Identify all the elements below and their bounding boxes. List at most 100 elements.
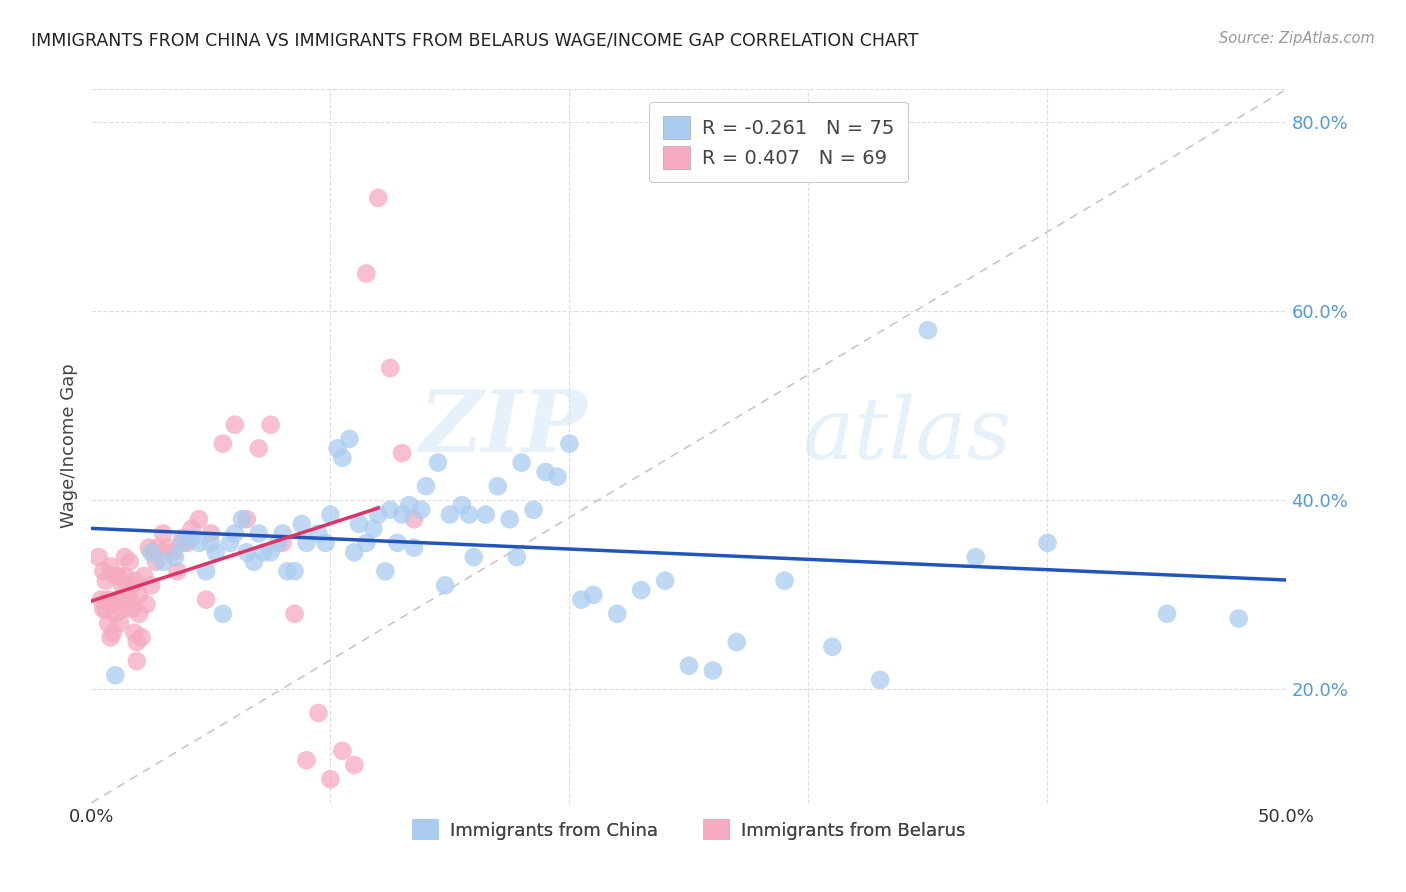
- Point: [869, 673, 891, 687]
- Point: [204, 545, 226, 559]
- Point: [172, 531, 194, 545]
- Point: [821, 640, 844, 654]
- Point: [271, 536, 294, 550]
- Point: [267, 536, 290, 550]
- Point: [259, 545, 281, 559]
- Point: [121, 578, 143, 592]
- Point: [630, 583, 652, 598]
- Point: [463, 550, 485, 565]
- Point: [128, 607, 150, 621]
- Point: [100, 559, 122, 574]
- Point: [107, 592, 129, 607]
- Point: [271, 526, 294, 541]
- Point: [163, 550, 186, 565]
- Point: [917, 323, 939, 337]
- Point: [307, 526, 329, 541]
- Point: [187, 536, 211, 550]
- Point: [108, 616, 131, 631]
- Point: [131, 631, 153, 645]
- Point: [773, 574, 796, 588]
- Point: [97, 592, 120, 607]
- Point: [654, 574, 676, 588]
- Point: [343, 758, 366, 772]
- Text: atlas: atlas: [803, 394, 1011, 476]
- Point: [104, 569, 127, 583]
- Point: [162, 545, 184, 559]
- Point: [965, 550, 987, 565]
- Point: [176, 536, 198, 550]
- Point: [94, 574, 117, 588]
- Point: [284, 607, 307, 621]
- Point: [152, 555, 174, 569]
- Point: [114, 569, 136, 583]
- Point: [93, 564, 114, 578]
- Point: [187, 512, 211, 526]
- Point: [374, 564, 396, 578]
- Point: [678, 658, 700, 673]
- Point: [434, 578, 457, 592]
- Point: [398, 498, 420, 512]
- Point: [391, 446, 413, 460]
- Point: [104, 668, 127, 682]
- Point: [295, 753, 318, 767]
- Point: [108, 592, 131, 607]
- Point: [128, 588, 150, 602]
- Point: [391, 508, 413, 522]
- Point: [315, 536, 337, 550]
- Point: [87, 550, 110, 565]
- Point: [307, 706, 329, 720]
- Point: [343, 545, 366, 559]
- Point: [347, 516, 370, 531]
- Point: [606, 607, 628, 621]
- Point: [702, 664, 724, 678]
- Point: [534, 465, 557, 479]
- Point: [252, 545, 274, 559]
- Point: [339, 432, 361, 446]
- Point: [145, 555, 167, 569]
- Point: [295, 536, 318, 550]
- Point: [195, 564, 218, 578]
- Point: [200, 536, 222, 550]
- Point: [363, 522, 385, 536]
- Point: [219, 536, 242, 550]
- Point: [114, 550, 136, 565]
- Point: [115, 592, 138, 607]
- Point: [224, 417, 246, 432]
- Point: [195, 592, 218, 607]
- Point: [111, 602, 134, 616]
- Point: [231, 512, 253, 526]
- Point: [1227, 611, 1250, 625]
- Point: [326, 442, 349, 456]
- Point: [172, 536, 194, 550]
- Point: [439, 508, 461, 522]
- Point: [458, 508, 481, 522]
- Point: [247, 442, 270, 456]
- Point: [118, 592, 141, 607]
- Point: [1156, 607, 1178, 621]
- Point: [486, 479, 509, 493]
- Point: [235, 545, 259, 559]
- Point: [354, 536, 377, 550]
- Point: [547, 469, 569, 483]
- Legend: Immigrants from China, Immigrants from Belarus: Immigrants from China, Immigrants from B…: [405, 812, 973, 847]
- Point: [523, 503, 546, 517]
- Point: [404, 541, 426, 555]
- Point: [319, 508, 342, 522]
- Point: [1036, 536, 1059, 550]
- Point: [148, 541, 170, 555]
- Point: [104, 607, 127, 621]
- Point: [558, 436, 581, 450]
- Text: IMMIGRANTS FROM CHINA VS IMMIGRANTS FROM BELARUS WAGE/INCOME GAP CORRELATION CHA: IMMIGRANTS FROM CHINA VS IMMIGRANTS FROM…: [31, 31, 918, 49]
- Point: [141, 545, 162, 559]
- Point: [426, 456, 449, 470]
- Point: [90, 592, 112, 607]
- Point: [211, 436, 233, 450]
- Point: [166, 564, 188, 578]
- Point: [180, 522, 202, 536]
- Y-axis label: Wage/Income Gap: Wage/Income Gap: [59, 364, 77, 528]
- Point: [97, 616, 120, 631]
- Point: [124, 625, 146, 640]
- Point: [132, 569, 155, 583]
- Point: [138, 541, 160, 555]
- Point: [111, 578, 134, 592]
